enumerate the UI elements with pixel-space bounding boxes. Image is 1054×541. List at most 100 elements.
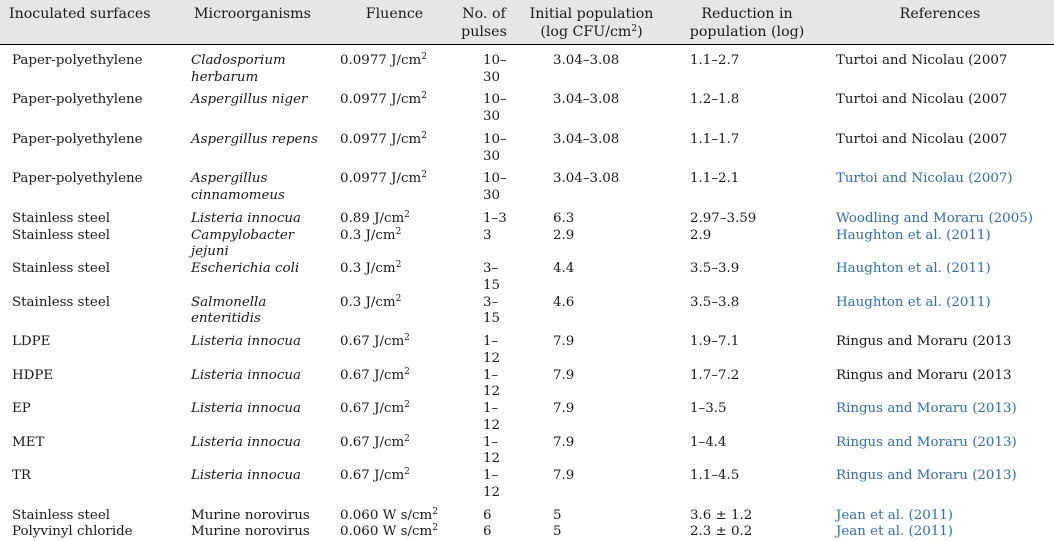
reference-link[interactable]: Woodling and Moraru (2005) [836,210,1033,226]
cell-fluence: 0.0977 J/cm2 [336,44,453,86]
cell-initial-population: 3.04–3.08 [553,52,620,68]
cell-pulses: 10–30 [483,92,507,125]
header-initial-line2-close: ) [637,24,643,41]
header-microorganisms: Microorganisms [185,0,336,45]
cell-initial-population: 7.9 [553,468,575,484]
cell-pulses: 1–12 [483,367,501,400]
reference-link[interactable]: Turtoi and Nicolau (2007) [836,171,1013,187]
reference-link[interactable]: Ringus and Moraru (2013) [836,401,1017,417]
cell-surface: Paper-polyethylene [12,52,143,68]
microorganism-line2: herbarum [191,69,259,85]
header-initial-population: Initial population (log CFU/cm2) [515,0,668,45]
fluence-sup: 2 [421,130,427,141]
reference-link[interactable]: Haughton et al. (2011) [836,261,991,277]
reference-link[interactable]: Haughton et al. (2011) [836,227,991,243]
header-fluence: Fluence [336,0,453,45]
table-row: LDPE Listeria innocua 0.67 J/cm2 1–12 7.9 1.9… [0,328,1054,368]
cell-surface: EP [12,401,31,417]
cell-fluence: 0.67 J/cm2 [336,468,453,502]
cell-reduction: 2.9 [690,227,712,243]
fluence-sup: 2 [432,523,438,534]
cell-fluence: 0.3 J/cm2 [336,227,453,262]
cell-fluence: 0.0977 J/cm2 [336,86,453,126]
cell-microorganism: Listeria innocua [185,401,336,435]
cell-reference: Jean et al. (2011) [826,502,1054,525]
cell-microorganism: Escherichia coli [185,261,336,295]
fluence-sup: 2 [404,366,410,377]
cell-reduction: 1.1–1.7 [690,131,740,147]
cell-microorganism: Aspergillus niger [185,86,336,126]
fluence-value: 0.67 J/cm [340,434,405,450]
cell-reference: Turtoi and Nicolau (2007 [826,126,1054,166]
reference-link[interactable]: Jean et al. (2011) [836,507,954,523]
cell-initial-population: 4.6 [553,294,575,310]
cell-surface: Stainless steel [12,507,111,523]
cell-pulses: 10–30 [483,131,507,164]
reference-link[interactable]: Haughton et al. (2011) [836,294,991,310]
header-reduction-line1: Reduction in [701,6,793,22]
table-row: MET Listeria innocua 0.67 J/cm2 1–12 7.9 1–4.… [0,434,1054,469]
cell-initial-population: 6.3 [553,210,575,226]
cell-surface: LDPE [12,334,51,350]
table-row: Stainless steel Murine norovirus 0.060 W s… [0,502,1054,525]
cell-fluence: 0.0977 J/cm2 [336,126,453,166]
microorganism-line2: enteritidis [191,311,261,327]
table-header: Inoculated surfaces Microorganisms Fluen… [0,0,1054,45]
cell-fluence: 0.67 J/cm2 [336,366,453,402]
cell-initial-population: 3.04–3.08 [553,131,620,147]
reference-text: Ringus and Moraru (2013 [836,334,1012,350]
cell-reduction: 1.1–2.1 [690,171,740,187]
cell-initial-population: 5 [553,507,562,523]
cell-reference: Turtoi and Nicolau (2007) [826,165,1054,205]
microorganism-line1: Listeria innocua [191,210,301,226]
fluence-value: 0.3 J/cm [340,227,396,243]
fluence-value: 0.89 J/cm [340,210,405,226]
cell-microorganism: Salmonella enteritidis [185,295,336,329]
cell-microorganism: Aspergillus cinnamomeus [185,165,336,205]
table-row: Paper-polyethylene Aspergillus cinnamomeus… [0,165,1054,205]
table-row: EP Listeria innocua 0.67 J/cm2 1–12 7.9 1–3.5… [0,401,1054,435]
header-initial-line2: (log CFU/cm [540,24,632,41]
cell-microorganism: Listeria innocua [185,368,336,402]
cell-pulses: 10–30 [483,171,507,204]
fluence-sup: 2 [421,51,427,62]
microorganism-line1: Cladosporium [191,52,286,68]
table-row: TR Listeria innocua 0.67 J/cm2 1–12 7.9 1.1–4… [0,468,1054,502]
cell-reduction: 1–4.4 [690,434,727,450]
reference-link[interactable]: Jean et al. (2011) [836,524,954,540]
microorganism-line1: Aspergillus niger [191,92,308,108]
cell-reference: Turtoi and Nicolau (2007 [826,44,1054,86]
cell-initial-population: 7.9 [553,334,575,350]
table-row: Paper-polyethylene Cladosporium herbarum 0.… [0,44,1054,86]
cell-surface: Stainless steel [12,261,111,277]
cell-reference: Turtoi and Nicolau (2007 [826,86,1054,126]
fluence-value: 0.0977 J/cm [340,52,422,68]
cell-pulses: 10–30 [483,52,507,85]
cell-reduction: 1.9–7.1 [690,334,740,350]
reference-link[interactable]: Ringus and Moraru (2013) [836,434,1017,450]
cell-pulses: 6 [483,507,492,523]
table-row: Polyvinyl chloride Murine norovirus 0.060 … [0,524,1054,541]
cell-surface: MET [12,434,45,450]
cell-fluence: 0.67 J/cm2 [336,328,453,368]
cell-pulses: 3–15 [483,261,501,293]
cell-surface: Stainless steel [12,210,111,226]
microorganism-line1: Listeria innocua [191,468,301,484]
cell-initial-population: 7.9 [553,401,575,417]
header-reduction-line2: population (log) [689,24,805,41]
fluence-value: 0.3 J/cm [340,261,396,277]
fluence-sup: 2 [395,260,402,271]
table-row: Paper-polyethylene Aspergillus repens 0.09… [0,126,1054,166]
cell-reference: Woodling and Moraru (2005) [826,205,1054,228]
microorganism-line1: Murine norovirus [191,524,310,540]
cell-fluence: 0.67 J/cm2 [336,434,453,469]
cell-reference: Haughton et al. (2011) [826,295,1054,329]
fluence-value: 0.060 W s/cm [340,524,433,540]
cell-initial-population: 5 [553,524,562,540]
fluence-value: 0.67 J/cm [340,367,405,383]
cell-reference: Haughton et al. (2011) [826,228,1054,262]
fluence-value: 0.0977 J/cm [340,131,422,147]
reference-link[interactable]: Ringus and Moraru (2013) [836,468,1017,484]
